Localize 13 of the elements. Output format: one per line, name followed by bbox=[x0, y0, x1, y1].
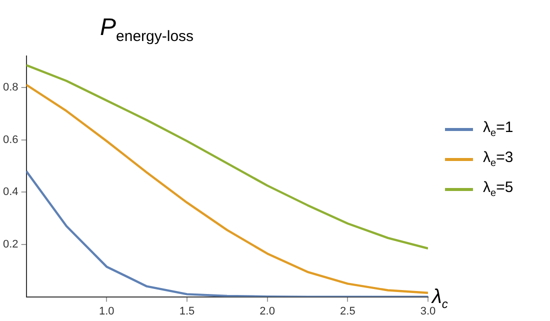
x-tick-label: 2.0 bbox=[260, 305, 275, 318]
y-tick-label: 0.8 bbox=[2, 81, 18, 94]
y-tick-label: 0.4 bbox=[2, 186, 18, 198]
y-tick-label: 0.6 bbox=[2, 134, 18, 146]
y-tick-label: 0.2 bbox=[2, 238, 18, 250]
x-tick-label: 2.5 bbox=[340, 305, 356, 318]
legend-label: λ$_{e}$=3 bbox=[483, 149, 514, 169]
x-tick-label: 1.5 bbox=[179, 305, 195, 318]
legend-label: λ$_{e}$=1 bbox=[483, 119, 514, 139]
x-tick-label: 3.0 bbox=[420, 305, 436, 318]
chart-title: P$_{energy-loss}$ bbox=[100, 14, 194, 45]
legend-label: λ$_{e}$=5 bbox=[483, 179, 514, 199]
x-tick-label: 1.0 bbox=[98, 305, 114, 318]
